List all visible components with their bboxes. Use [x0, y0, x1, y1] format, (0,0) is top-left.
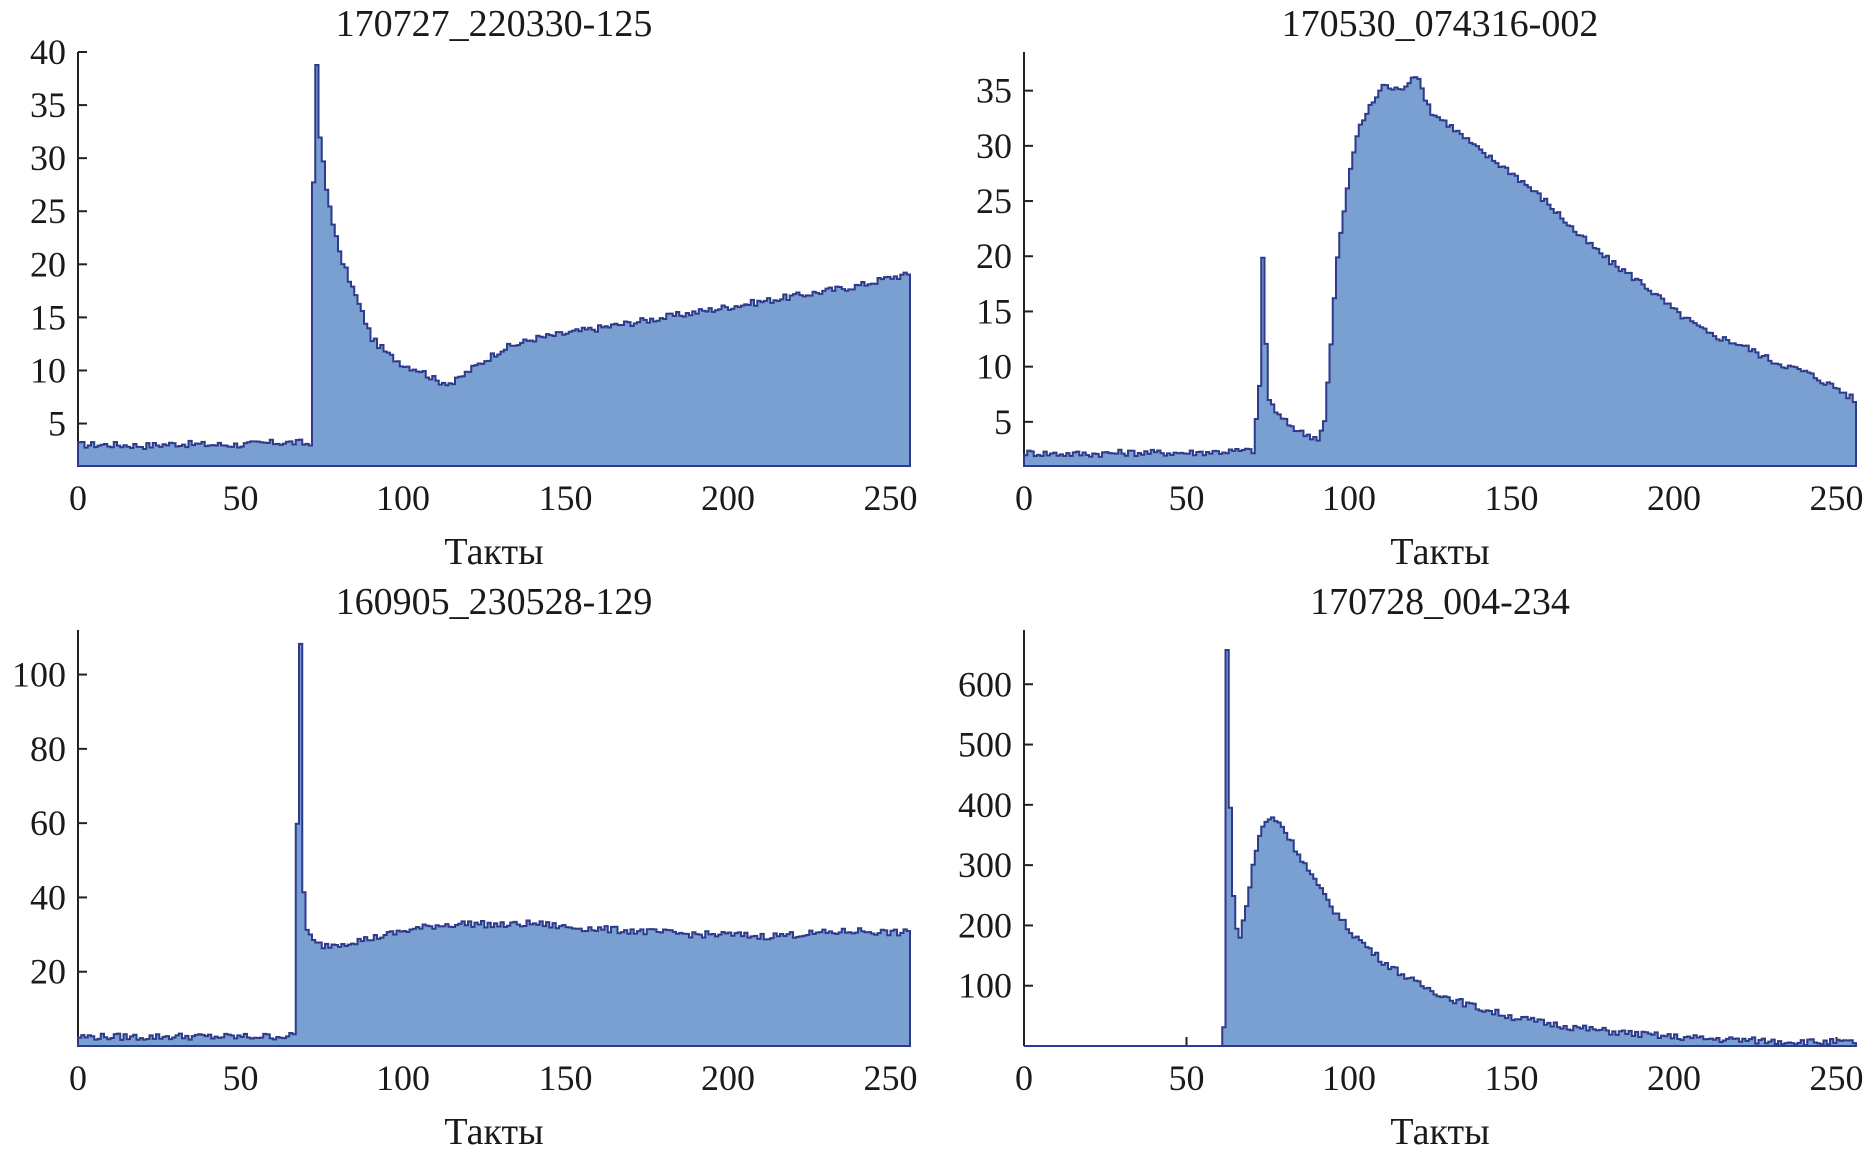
y-tick-label: 60 — [30, 803, 66, 843]
histogram-area — [77, 642, 911, 1047]
y-tick-label: 10 — [30, 350, 66, 390]
y-tick-label: 25 — [976, 181, 1012, 221]
x-tick-label: 150 — [1485, 1058, 1539, 1098]
y-tick-label: 20 — [30, 952, 66, 992]
x-axis-label: Такты — [444, 1111, 543, 1153]
x-tick-label: 0 — [1015, 1058, 1033, 1098]
x-tick-label: 200 — [701, 478, 755, 518]
y-tick-label: 20 — [976, 236, 1012, 276]
y-axis: 5 10 15 20 25 30 35 — [976, 52, 1033, 466]
y-tick-label: 300 — [958, 845, 1012, 885]
y-tick-label: 600 — [958, 664, 1012, 704]
x-tick-label: 200 — [701, 1058, 755, 1098]
y-tick-label: 35 — [976, 71, 1012, 111]
y-tick-label: 5 — [48, 404, 66, 444]
x-tick-label: 150 — [1485, 478, 1539, 518]
chart-panel: 170727_220330-125 5 10 15 20 25 30 35 40 0 50 100… — [30, 3, 918, 573]
x-tick-label: 0 — [69, 478, 87, 518]
y-tick-label: 35 — [30, 85, 66, 125]
chart-panel: 170728_004-234 100 200 300 400 500 600 0 50 100… — [958, 581, 1864, 1153]
chart-title: 160905_230528-129 — [336, 581, 653, 623]
y-tick-label: 100 — [12, 655, 66, 695]
y-tick-label: 100 — [958, 966, 1012, 1006]
y-tick-label: 15 — [30, 297, 66, 337]
x-tick-label: 200 — [1647, 478, 1701, 518]
x-tick-label: 150 — [539, 478, 593, 518]
y-tick-label: 40 — [30, 32, 66, 72]
x-tick-label: 0 — [1015, 478, 1033, 518]
x-axis-label: Такты — [1390, 1111, 1489, 1153]
chart-title: 170728_004-234 — [1310, 581, 1570, 623]
x-tick-label: 250 — [1810, 1058, 1864, 1098]
y-tick-label: 500 — [958, 725, 1012, 765]
x-tick-label: 50 — [223, 478, 259, 518]
x-tick-label: 50 — [1169, 478, 1205, 518]
y-tick-label: 200 — [958, 905, 1012, 945]
y-tick-label: 10 — [976, 347, 1012, 387]
x-tick-label: 250 — [864, 1058, 918, 1098]
x-tick-label: 50 — [223, 1058, 259, 1098]
chart-title: 170530_074316-002 — [1282, 3, 1599, 45]
y-tick-label: 40 — [30, 877, 66, 917]
y-tick-label: 30 — [30, 138, 66, 178]
x-axis: 0 50 100 150 200 250 — [69, 457, 918, 518]
x-tick-label: 100 — [376, 1058, 430, 1098]
x-tick-label: 250 — [1810, 478, 1864, 518]
chart-panel: 160905_230528-129 20 40 60 80 100 0 50 100 150 2… — [12, 581, 918, 1153]
x-tick-label: 100 — [1322, 478, 1376, 518]
y-tick-label: 400 — [958, 785, 1012, 825]
x-tick-label: 100 — [1322, 1058, 1376, 1098]
y-tick-label: 30 — [976, 126, 1012, 166]
histogram-area — [1023, 76, 1857, 467]
x-axis: 0 50 100 150 200 250 — [1015, 1037, 1864, 1098]
chart-title: 170727_220330-125 — [336, 3, 653, 45]
chart-panel: 170530_074316-002 5 10 15 20 25 30 35 0 50 100 15… — [976, 3, 1864, 573]
x-tick-label: 0 — [69, 1058, 87, 1098]
x-tick-label: 50 — [1169, 1058, 1205, 1098]
y-axis: 5 10 15 20 25 30 35 40 — [30, 32, 87, 466]
y-tick-label: 5 — [994, 402, 1012, 442]
histogram-area — [1024, 649, 1857, 1047]
y-axis: 100 200 300 400 500 600 — [958, 630, 1033, 1046]
y-tick-label: 25 — [30, 191, 66, 231]
y-tick-label: 80 — [30, 729, 66, 769]
x-tick-label: 100 — [376, 478, 430, 518]
x-axis-label: Такты — [1390, 531, 1489, 573]
x-tick-label: 200 — [1647, 1058, 1701, 1098]
x-axis-label: Такты — [444, 531, 543, 573]
y-tick-label: 15 — [976, 291, 1012, 331]
x-tick-label: 150 — [539, 1058, 593, 1098]
x-tick-label: 250 — [864, 478, 918, 518]
y-tick-label: 20 — [30, 244, 66, 284]
histogram-area — [77, 64, 911, 467]
y-axis: 20 40 60 80 100 — [12, 630, 87, 1046]
